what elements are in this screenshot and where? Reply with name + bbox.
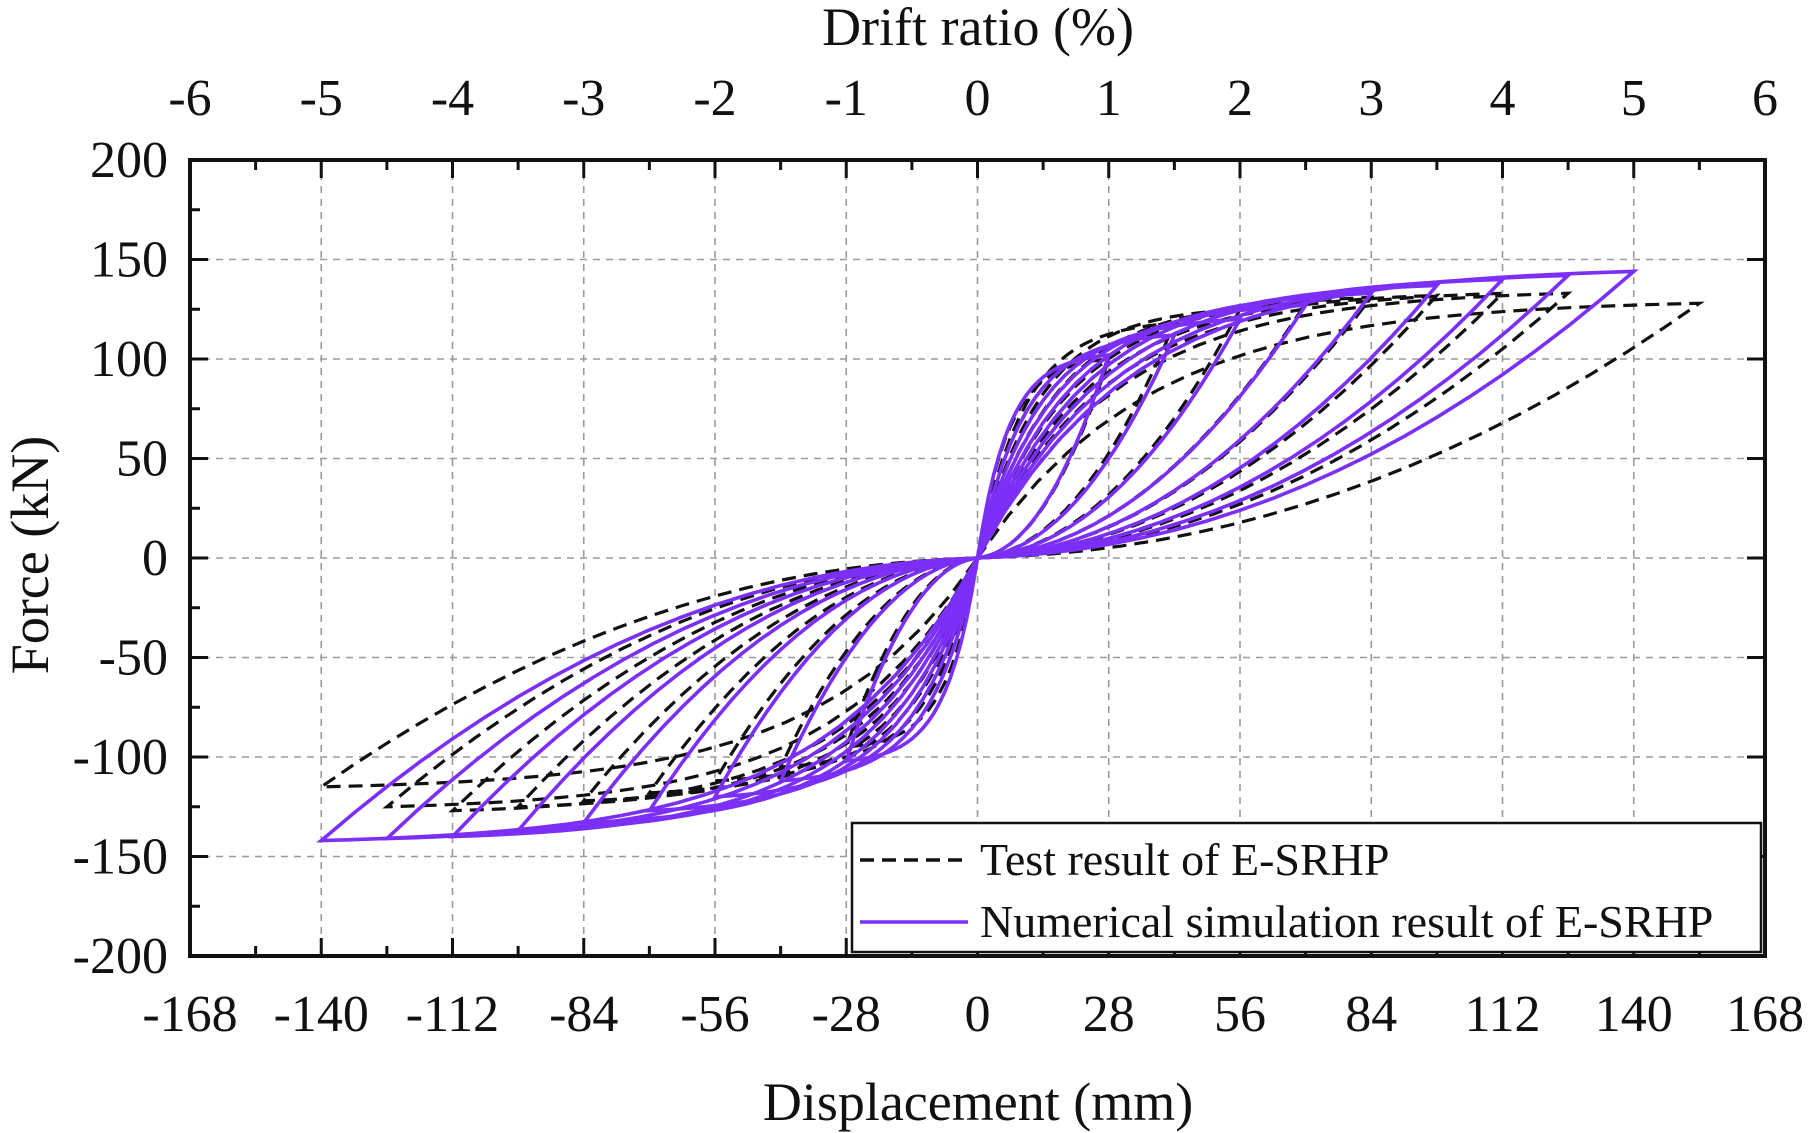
x-tick-label: 0 [965,986,991,1043]
top-tick-label: -6 [168,70,211,127]
legend-label-simulation: Numerical simulation result of E-SRHP [980,896,1713,947]
top-axis-title: Drift ratio (%) [822,0,1134,57]
x-tick-label: -84 [549,986,618,1043]
x-tick-label: -28 [812,986,881,1043]
legend-box [850,821,1763,954]
top-tick-label: -1 [825,70,868,127]
top-tick-label: 5 [1621,70,1647,127]
plot-series [315,269,1705,843]
top-tick-label: 2 [1227,70,1253,127]
y-tick-label: -100 [73,729,168,786]
y-axis-title: Force (kN) [0,436,60,674]
top-tick-label: 3 [1358,70,1384,127]
legend-label-test: Test result of E-SRHP [980,834,1390,885]
x-tick-label: 168 [1726,986,1804,1043]
y-tick-label: -200 [73,928,168,985]
x-tick-label: 28 [1083,986,1135,1043]
x-tick-label: 84 [1345,986,1397,1043]
y-tick-label: 200 [90,132,168,189]
y-tick-label: -150 [73,829,168,886]
legend: Test result of E-SRHP Numerical simulati… [850,821,1763,954]
x-tick-label: -140 [274,986,369,1043]
top-tick-label: 0 [965,70,991,127]
y-tick-label: -50 [99,630,168,687]
x-tick-label: 112 [1464,986,1540,1043]
x-tick-label: 140 [1595,986,1673,1043]
x-tick-label: -112 [406,986,499,1043]
series-simulation [316,269,1639,843]
x-tick-label: -56 [680,986,749,1043]
y-tick-label: 0 [142,530,168,587]
top-tick-label: 4 [1490,70,1516,127]
top-tick-label: -4 [431,70,474,127]
y-tick-label: 100 [90,331,168,388]
x-tick-label: -168 [142,986,237,1043]
x-axis-title: Displacement (mm) [763,1072,1193,1132]
top-tick-label: -3 [562,70,605,127]
simulation-loop [316,269,1639,843]
top-tick-label: -5 [300,70,343,127]
y-tick-label: 150 [90,232,168,289]
top-tick-label: -2 [693,70,736,127]
axis-ticks: -168 -140 -112 -84 -56 -28 0 28 56 84 112 140 168200… [73,70,1804,1043]
top-tick-label: 6 [1752,70,1778,127]
top-tick-label: 1 [1096,70,1122,127]
y-tick-label: 50 [116,431,168,488]
x-tick-label: 56 [1214,986,1266,1043]
